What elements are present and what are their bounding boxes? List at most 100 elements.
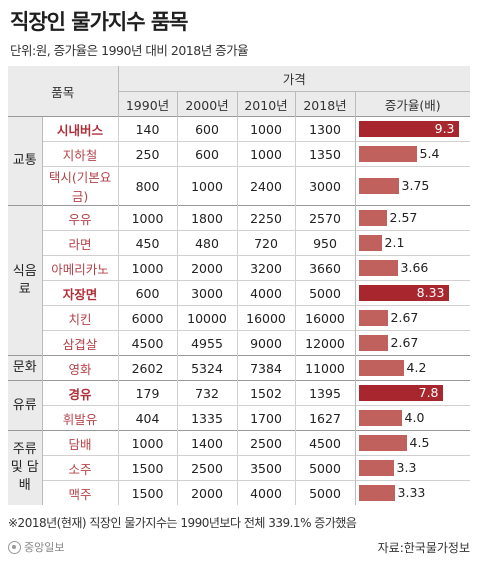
table-row: 주류 및 담배 담배 1000 1400 2500 4500 4.5 — [8, 430, 471, 505]
table-row: 지하철 250 600 1000 1350 5.4 — [8, 141, 471, 167]
price-cell: 179 — [117, 380, 178, 406]
rate-label: 3.66 — [400, 260, 429, 275]
rate-bar — [358, 410, 402, 426]
rate-cell: 2.57 — [354, 205, 471, 231]
price-cell: 3660 — [294, 255, 356, 281]
price-cell: 3000 — [176, 280, 238, 306]
table-row: 소주 1500 2500 3500 5000 3.3 — [8, 455, 471, 481]
header-item: 품목 — [8, 66, 119, 117]
price-table: 품목 가격 1990년 2000년 2010년 2018년 증가율(배) 교통 시… — [8, 66, 471, 505]
item-label: 경유 — [41, 380, 119, 406]
rate-label: 4.0 — [404, 410, 425, 425]
rate-cell: 4.5 — [354, 430, 471, 456]
rate-label: 2.1 — [384, 235, 405, 250]
price-cell: 2000 — [176, 255, 238, 281]
rate-bar — [358, 210, 387, 226]
rate-bar — [358, 235, 382, 251]
rate-label: 3.33 — [397, 485, 426, 500]
price-cell: 5000 — [294, 480, 356, 505]
source-note: 자료:한국물가정보 — [377, 541, 470, 555]
header-year: 2018년 — [294, 91, 356, 117]
price-cell: 800 — [117, 166, 178, 206]
price-cell: 1502 — [236, 380, 296, 406]
rate-label: 2.67 — [390, 310, 419, 325]
rate-bar — [358, 285, 449, 301]
rate-bar — [358, 385, 443, 401]
price-cell: 1300 — [294, 116, 356, 142]
price-cell: 480 — [176, 230, 238, 256]
price-cell: 140 — [117, 116, 178, 142]
rate-bar — [358, 360, 404, 376]
rate-bar-track: 2.57 — [358, 210, 459, 226]
page-title: 직장인 물가지수 품목 — [10, 10, 189, 34]
price-cell: 1335 — [176, 405, 238, 431]
price-cell: 1000 — [117, 205, 178, 231]
price-cell: 720 — [236, 230, 296, 256]
rate-cell: 4.0 — [354, 405, 471, 431]
group-label: 식음료 — [8, 205, 42, 356]
rate-cell: 3.33 — [354, 480, 471, 505]
price-cell: 1000 — [236, 116, 296, 142]
price-cell: 16000 — [294, 305, 356, 331]
rate-bar-track: 7.8 — [358, 385, 459, 401]
table-row: 치킨 6000 10000 16000 16000 2.67 — [8, 305, 471, 331]
rate-label: 5.4 — [419, 146, 440, 161]
price-cell: 4500 — [117, 330, 178, 356]
price-cell: 2500 — [176, 455, 238, 481]
price-cell: 1627 — [294, 405, 356, 431]
item-label: 자장면 — [41, 280, 119, 306]
price-cell: 4500 — [294, 430, 356, 456]
table-row: 식음료 우유 1000 1800 2250 2570 2.57 — [8, 205, 471, 356]
item-label: 시내버스 — [41, 116, 119, 142]
price-cell: 7384 — [236, 355, 296, 381]
logo-mark-icon — [8, 540, 21, 554]
rate-bar-track: 3.75 — [358, 178, 459, 194]
rate-bar-track: 2.67 — [358, 335, 459, 351]
price-cell: 600 — [176, 116, 238, 142]
table-row: 유류 경유 179 732 1502 1395 7.8 — [8, 380, 471, 431]
price-cell: 950 — [294, 230, 356, 256]
rate-bar-track: 2.67 — [358, 310, 459, 326]
rate-cell: 4.2 — [354, 355, 471, 381]
item-label: 지하철 — [41, 141, 119, 167]
subtitle: 단위:원, 증가율은 1990년 대비 2018년 증가율 — [10, 43, 249, 58]
table-row: 맥주 1500 2000 4000 5000 3.33 — [8, 480, 471, 505]
table-row: 라면 450 480 720 950 2.1 — [8, 230, 471, 256]
header-rate: 증가율(배) — [354, 91, 471, 117]
price-cell: 1400 — [176, 430, 238, 456]
price-cell: 1000 — [117, 430, 178, 456]
price-cell: 12000 — [294, 330, 356, 356]
rate-cell: 2.67 — [354, 305, 471, 331]
rate-cell: 5.4 — [354, 141, 471, 167]
rate-bar — [358, 178, 399, 194]
group-label: 교통 — [8, 116, 42, 206]
table-row: 삼겹살 4500 4955 9000 12000 2.67 — [8, 330, 471, 356]
table-row: 자장면 600 3000 4000 5000 8.33 — [8, 280, 471, 306]
group-label: 유류 — [8, 380, 42, 431]
price-cell: 5000 — [294, 455, 356, 481]
price-cell: 4000 — [236, 280, 296, 306]
rate-label: 3.75 — [401, 178, 430, 193]
header-year: 1990년 — [117, 91, 178, 117]
rate-label: 2.57 — [389, 210, 418, 225]
price-cell: 250 — [117, 141, 178, 167]
price-cell: 450 — [117, 230, 178, 256]
price-cell: 2500 — [236, 430, 296, 456]
item-label: 택시(기본요금) — [41, 166, 119, 206]
price-cell: 2000 — [176, 480, 238, 505]
item-label: 소주 — [41, 455, 119, 481]
rate-label: 8.33 — [416, 285, 445, 300]
rate-bar — [358, 335, 388, 351]
price-cell: 2570 — [294, 205, 356, 231]
price-cell: 4955 — [176, 330, 238, 356]
rate-label: 7.8 — [418, 385, 439, 400]
rate-bar-track: 4.2 — [358, 360, 459, 376]
item-label: 치킨 — [41, 305, 119, 331]
table-body: 교통 시내버스 140 600 1000 1300 9.3 지하철 250 600 1000 1350… — [8, 116, 471, 505]
rate-label: 4.2 — [406, 360, 427, 375]
footnote: ※2018년(현재) 직장인 물가지수는 1990년보다 전체 339.1% 증… — [8, 516, 357, 530]
price-cell: 2400 — [236, 166, 296, 206]
rate-label: 9.3 — [434, 121, 455, 136]
item-label: 영화 — [41, 355, 119, 381]
price-cell: 16000 — [236, 305, 296, 331]
